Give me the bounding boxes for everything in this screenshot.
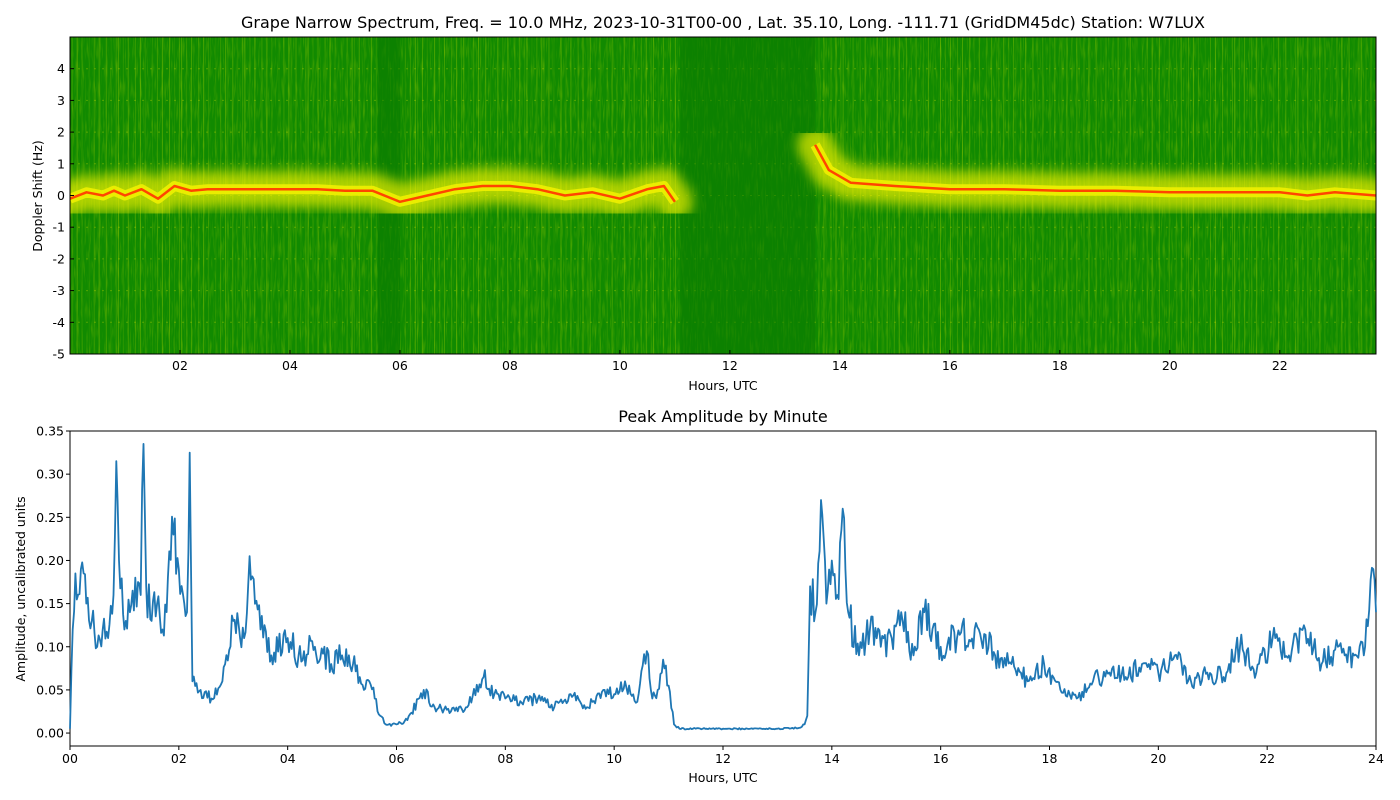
spectrogram-x-tick-label: 18 bbox=[1052, 358, 1068, 373]
spectrogram-x-tick-label: 12 bbox=[722, 358, 738, 373]
spectrogram-title: Grape Narrow Spectrum, Freq. = 10.0 MHz,… bbox=[241, 13, 1205, 32]
spectrogram-y-tick-label: 3 bbox=[57, 93, 65, 108]
amplitude-x-tick-label: 16 bbox=[933, 751, 949, 766]
spectrogram-x-tick-label: 08 bbox=[502, 358, 518, 373]
amplitude-y-tick-label: 0.05 bbox=[36, 682, 64, 697]
amplitude-y-tick-label: 0.15 bbox=[36, 596, 64, 611]
doppler-peak-line bbox=[814, 144, 1376, 197]
spectrogram-x-tick-label: 16 bbox=[942, 358, 958, 373]
spectrogram-y-tick-label: -5 bbox=[53, 347, 65, 362]
amplitude-frame bbox=[69, 430, 1377, 747]
amplitude-x-label: Hours, UTC bbox=[688, 770, 758, 785]
doppler-trace bbox=[70, 142, 1376, 207]
spectrogram-y-label: Doppler Shift (Hz) bbox=[30, 140, 45, 252]
spectrogram-y-tick-label: -1 bbox=[53, 220, 65, 235]
amplitude-y-tick-label: 0.00 bbox=[36, 726, 64, 741]
amplitude-y-tick-label: 0.25 bbox=[36, 510, 64, 525]
amplitude-x-tick-label: 02 bbox=[171, 751, 187, 766]
spectrogram-x-tick-label: 04 bbox=[282, 358, 298, 373]
amplitude-x-tick-label: 04 bbox=[280, 751, 296, 766]
amplitude-y-tick-label: 0.10 bbox=[36, 639, 64, 654]
amplitude-series-line bbox=[69, 443, 1377, 731]
amplitude-x-tick-label: 06 bbox=[389, 751, 405, 766]
spectrogram-x-ticks: 02 04 06 08 10 12 14 16 18 20 22 bbox=[172, 350, 1288, 373]
amplitude-y-label: Amplitude, uncalibrated units bbox=[13, 496, 28, 681]
amplitude-y-ticks: 0.00 0.05 0.10 0.15 0.20 0.25 0.30 0.35 bbox=[36, 424, 70, 741]
amplitude-x-ticks: 00 02 04 06 08 10 12 14 16 18 20 22 24 bbox=[62, 746, 1384, 766]
amplitude-x-tick-label: 00 bbox=[62, 751, 78, 766]
amplitude-panel: Peak Amplitude by Minute 00 02 04 06 08 10 12 1… bbox=[13, 407, 1384, 785]
spectrogram-panel: Grape Narrow Spectrum, Freq. = 10.0 MHz,… bbox=[30, 13, 1377, 393]
amplitude-y-tick-label: 0.30 bbox=[36, 467, 64, 482]
spectrogram-x-tick-label: 20 bbox=[1162, 358, 1178, 373]
amplitude-x-tick-label: 12 bbox=[715, 751, 731, 766]
amplitude-x-tick-label: 14 bbox=[824, 751, 840, 766]
spectrogram-y-ticks: -5 -4 -3 -2 -1 0 1 2 3 4 bbox=[53, 61, 74, 362]
amplitude-y-tick-label: 0.35 bbox=[36, 424, 64, 439]
spectrogram-x-label: Hours, UTC bbox=[688, 378, 758, 393]
amplitude-y-tick-label: 0.20 bbox=[36, 553, 64, 568]
spectrogram-y-tick-label: 0 bbox=[57, 188, 65, 203]
signal-gap bbox=[680, 37, 816, 354]
spectrogram-x-tick-label: 10 bbox=[612, 358, 628, 373]
amplitude-x-tick-label: 22 bbox=[1259, 751, 1275, 766]
spectrogram-y-tick-label: -2 bbox=[53, 251, 65, 266]
amplitude-x-tick-label: 08 bbox=[497, 751, 513, 766]
spectrogram-x-tick-label: 14 bbox=[832, 358, 848, 373]
spectrogram-x-tick-label: 06 bbox=[392, 358, 408, 373]
spectrogram-x-tick-label: 02 bbox=[172, 358, 188, 373]
spectrogram-y-tick-label: -4 bbox=[53, 315, 66, 330]
doppler-peak-line bbox=[70, 184, 676, 204]
amplitude-x-tick-label: 10 bbox=[606, 751, 622, 766]
spectrogram-y-tick-label: 2 bbox=[57, 125, 65, 140]
amplitude-x-tick-label: 18 bbox=[1042, 751, 1058, 766]
spectrogram-y-tick-label: 4 bbox=[57, 61, 65, 76]
amplitude-x-tick-label: 24 bbox=[1368, 751, 1384, 766]
spectrogram-x-tick-label: 22 bbox=[1272, 358, 1288, 373]
spectrogram-y-tick-label: -3 bbox=[53, 283, 65, 298]
amplitude-title: Peak Amplitude by Minute bbox=[618, 407, 828, 426]
spectrogram-y-tick-label: 1 bbox=[57, 156, 65, 171]
amplitude-x-tick-label: 20 bbox=[1150, 751, 1166, 766]
